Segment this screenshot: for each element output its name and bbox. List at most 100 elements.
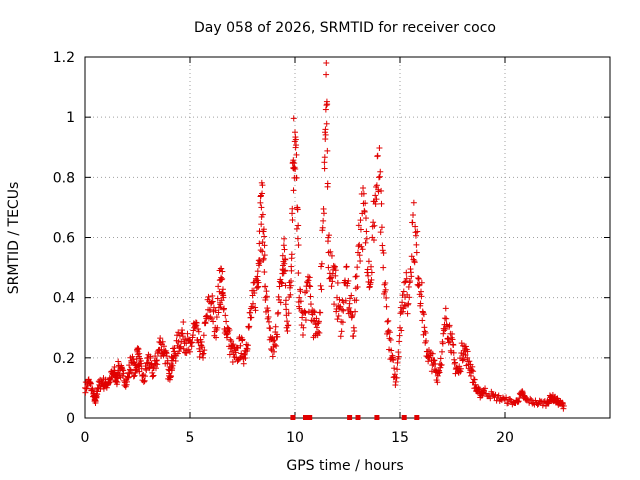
- data-point-fill: [131, 372, 138, 379]
- data-point-fill: [209, 298, 216, 305]
- data-point-fill: [220, 294, 227, 301]
- data-point-fill: [415, 282, 422, 289]
- data-point-fill: [299, 332, 306, 339]
- data-point-fill: [207, 307, 214, 314]
- data-point-fill: [337, 303, 344, 310]
- data-point-fill: [450, 341, 457, 348]
- data-point-fill: [400, 288, 407, 295]
- data-point-fill: [184, 330, 191, 337]
- data-point-fill: [282, 282, 289, 289]
- data-point-fill: [336, 296, 343, 303]
- data-point-fill: [87, 380, 94, 387]
- data-point-fill: [278, 280, 285, 287]
- data-point-fill: [466, 358, 473, 365]
- data-point-fill: [114, 375, 121, 382]
- data-point-fill: [449, 330, 456, 337]
- data-point-fill: [288, 278, 295, 285]
- data-point-fill: [337, 333, 344, 340]
- data-point-fill: [194, 326, 201, 333]
- data-point-fill: [259, 190, 266, 197]
- data-point: [262, 294, 269, 301]
- data-point-fill: [391, 371, 398, 378]
- data-point-fill: [452, 359, 459, 366]
- data-point-fill: [267, 325, 274, 332]
- data-point-fill: [115, 358, 122, 365]
- data-point-fill: [441, 315, 448, 322]
- data-point-fill: [205, 293, 212, 300]
- data-point-fill: [244, 342, 251, 349]
- data-point-fill: [213, 314, 220, 321]
- data-point: [560, 402, 567, 409]
- data-point-fill: [310, 308, 317, 315]
- data-point-fill: [306, 274, 313, 281]
- data-point-fill: [329, 278, 336, 285]
- data-point-fill: [259, 239, 266, 246]
- data-point-fill: [221, 305, 228, 312]
- data-point-fill: [364, 266, 371, 273]
- data-point-fill: [321, 165, 328, 172]
- data-point-fill: [239, 336, 246, 343]
- grid-lines: [85, 57, 610, 418]
- data-point: [464, 354, 471, 361]
- data-point-fill: [126, 366, 133, 373]
- y-tick-label: 0.4: [53, 291, 75, 307]
- data-point-fill: [407, 278, 414, 285]
- data-point-fill: [305, 277, 312, 284]
- data-point-fill: [328, 274, 335, 281]
- data-point-fill: [152, 365, 159, 372]
- data-point-fill: [351, 328, 358, 335]
- data-point-fill: [213, 334, 220, 341]
- data-point: [218, 276, 225, 283]
- data-point-fill: [318, 286, 325, 293]
- data-point-fill: [357, 258, 364, 265]
- data-point-fill: [126, 362, 133, 369]
- y-tick-label: 1: [66, 110, 75, 126]
- data-point: [250, 300, 256, 307]
- data-point-fill: [412, 232, 419, 239]
- data-point-fill: [264, 305, 271, 312]
- data-point: [256, 240, 263, 247]
- data-point-fill: [260, 255, 267, 262]
- data-point-fill: [374, 152, 381, 159]
- data-point-fill: [401, 302, 408, 309]
- data-point-fill: [344, 280, 351, 287]
- data-point-fill: [340, 307, 347, 314]
- data-point-fill: [200, 350, 207, 357]
- data-point-fill: [505, 400, 512, 407]
- data-point: [405, 300, 412, 307]
- data-point-fill: [307, 283, 314, 290]
- data-point-fill: [378, 187, 385, 194]
- data-point-fill: [248, 303, 255, 310]
- data-point-fill: [322, 106, 329, 113]
- data-point-fill: [375, 188, 382, 195]
- y-tick-label: 1.2: [53, 50, 75, 66]
- data-point: [363, 228, 370, 235]
- data-point-fill: [263, 288, 270, 295]
- data-point-fill: [467, 372, 474, 379]
- data-point-fill: [262, 283, 269, 290]
- data-point-fill: [320, 217, 327, 224]
- data-point-fill: [335, 312, 342, 319]
- data-point-fill: [365, 258, 372, 265]
- x-tick-label: 10: [286, 430, 304, 446]
- data-point-fill: [387, 336, 394, 343]
- data-point-fill: [349, 312, 356, 319]
- data-point-fill: [195, 328, 202, 335]
- data-point-fill: [464, 348, 471, 355]
- data-point-fill: [324, 180, 331, 187]
- data-point-fill: [368, 269, 375, 276]
- data-point-fill: [169, 362, 176, 369]
- data-point-fill: [219, 268, 226, 275]
- data-point-fill: [177, 345, 184, 352]
- data-point-fill: [365, 272, 372, 279]
- data-point-fill: [290, 157, 297, 164]
- data-point-fill: [315, 328, 322, 335]
- data-point-fill: [200, 332, 207, 339]
- data-point-fill: [286, 279, 293, 286]
- baseline-marker: [374, 415, 380, 420]
- data-point-fill: [323, 71, 330, 78]
- data-point-fill: [370, 237, 377, 244]
- data-point-fill: [223, 318, 230, 325]
- data-point-fill: [326, 232, 333, 239]
- data-point-fill: [208, 315, 215, 322]
